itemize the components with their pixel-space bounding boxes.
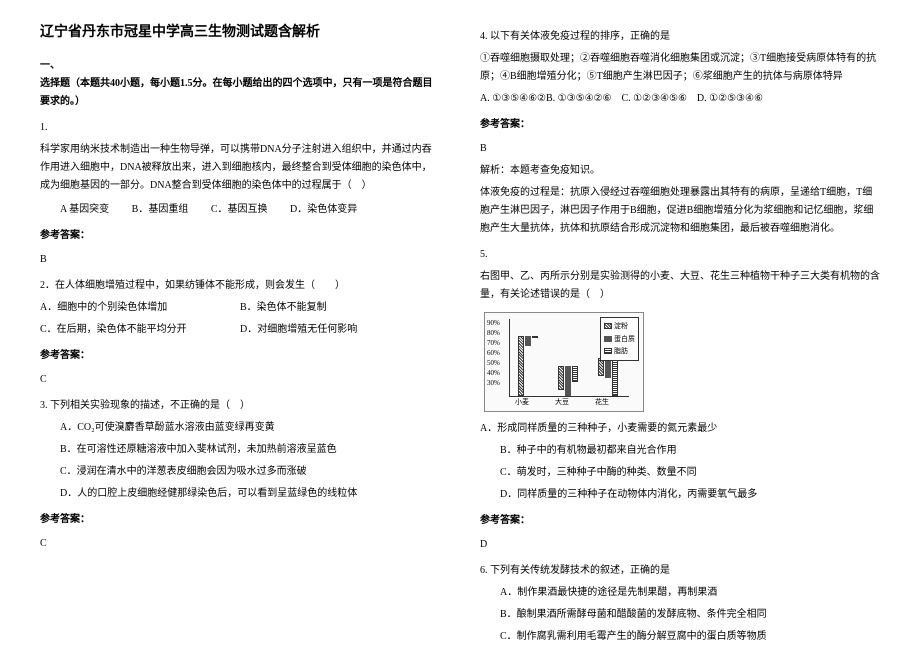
q3-opt-b: B．在可溶性还原糖溶液中加入斐林试剂，未加热前溶液呈蓝色 bbox=[60, 441, 440, 459]
chart-ylabel: 30% bbox=[487, 377, 500, 390]
q5-opt-b: B．种子中的有机物最初都来自光合作用 bbox=[500, 442, 880, 460]
q4-analysis-label: 解析：本题考查免疫知识。 bbox=[480, 162, 880, 180]
q2-opt-d: D．对细胞增殖无任何影响 bbox=[240, 321, 440, 339]
q4-answer: B bbox=[480, 140, 880, 158]
q2-opt-c: C．在后期，染色体不能平均分开 bbox=[40, 321, 240, 339]
q4-options: A. ①③⑤④⑥②B. ①③⑤④②⑥ C. ①②③④⑤⑥ D. ①②⑤③④⑥ bbox=[480, 90, 880, 108]
chart-xlabel: 花生 bbox=[595, 396, 609, 409]
section-instruction: 选择题（本题共40小题，每小题1.5分。在每小题给出的四个选项中，只有一项是符合… bbox=[40, 75, 440, 111]
q1-opt-c: C．基因互换 bbox=[211, 204, 268, 215]
q2-answer: C bbox=[40, 371, 440, 389]
q5-text: 右图甲、乙、丙所示分别是实验测得的小麦、大豆、花生三种植物干种子三大类有机物的含… bbox=[480, 268, 880, 304]
bar bbox=[525, 336, 531, 346]
q6-opt-c: C．制作腐乳需利用毛霉产生的酶分解豆腐中的蛋白质等物质 bbox=[500, 628, 880, 646]
legend-label: 蛋白质 bbox=[614, 333, 635, 346]
legend-label: 脂肪 bbox=[614, 345, 628, 358]
bar bbox=[565, 366, 571, 396]
q4-analysis: 体液免疫的过程是：抗原入侵经过吞噬细胞处理暴露出其特有的病原，呈递给T细胞，T细… bbox=[480, 184, 880, 238]
q4-text: 4. 以下有关体液免疫过程的排序，正确的是 bbox=[480, 28, 880, 46]
q5-number: 5. bbox=[480, 246, 880, 264]
q1-options: A 基因突变 B．基因重组 C．基因互换 D．染色体变异 bbox=[60, 201, 440, 219]
q6-opt-a: A．制作果酒最快捷的途径是先制果醋，再制果酒 bbox=[500, 584, 880, 602]
section-header: 一、 bbox=[40, 57, 440, 75]
page-title: 辽宁省丹东市冠星中学高三生物测试题含解析 bbox=[40, 20, 440, 45]
chart-legend: 淀粉 蛋白质 脂肪 bbox=[600, 317, 639, 361]
q5-opt-c: C．萌发时，三种种子中酶的种类、数量不同 bbox=[500, 464, 880, 482]
chart-xlabel: 小麦 bbox=[515, 396, 529, 409]
q1-text: 科学家用纳米技术制造出一种生物导弹，可以携带DNA分子注射进入组织中，并通过内吞… bbox=[40, 141, 440, 195]
q5-answer-label: 参考答案： bbox=[480, 512, 880, 530]
q4-text2: ①吞噬细胞摄取处理；②吞噬细胞吞噬消化细胞集团或沉淀；③T细胞接受病原体特有的抗… bbox=[480, 50, 880, 86]
q2-opt-b: B．染色体不能复制 bbox=[240, 299, 440, 317]
bar bbox=[558, 366, 564, 390]
q3-opt-d: D．人的口腔上皮细胞经健那绿染色后，可以看到呈蓝绿色的线粒体 bbox=[60, 485, 440, 503]
q3-opt-a: A．CO₂可使溴麝香草酚蓝水溶液由蓝变绿再变黄 bbox=[60, 419, 440, 437]
bar bbox=[518, 336, 524, 396]
bar bbox=[605, 358, 611, 378]
bar-group-peanut bbox=[598, 358, 618, 396]
q4-answer-label: 参考答案： bbox=[480, 116, 880, 134]
q3-opt-c: C．浸润在清水中的洋葱表皮细胞会因为吸水过多而涨破 bbox=[60, 463, 440, 481]
q3-text: 3. 下列相关实验现象的描述，不正确的是（ ） bbox=[40, 397, 440, 415]
q3-answer-label: 参考答案： bbox=[40, 511, 440, 529]
chart-xlabel: 大豆 bbox=[555, 396, 569, 409]
q5-chart: 90% 80% 70% 60% 50% 40% 30% 小麦 大豆 bbox=[484, 312, 644, 412]
q1-opt-a: A 基因突变 bbox=[60, 204, 109, 215]
q6-text: 6. 下列有关传统发酵技术的叙述，正确的是 bbox=[480, 562, 880, 580]
q1-opt-d: D．染色体变异 bbox=[290, 204, 357, 215]
q3-answer: C bbox=[40, 535, 440, 553]
bar bbox=[572, 366, 578, 382]
q2-answer-label: 参考答案： bbox=[40, 347, 440, 365]
q2-opt-a: A．细胞中的个别染色体增加 bbox=[40, 299, 240, 317]
legend-label: 淀粉 bbox=[614, 320, 628, 333]
q5-opt-a: A．形成同样质量的三种种子，小麦需要的氮元素最少 bbox=[480, 420, 880, 438]
q6-opt-b: B．酿制果酒所需酵母菌和醋酸菌的发酵底物、条件完全相同 bbox=[500, 606, 880, 624]
q5-opt-d: D．同样质量的三种种子在动物体内消化，丙需要氧气最多 bbox=[500, 486, 880, 504]
q1-opt-b: B．基因重组 bbox=[132, 204, 189, 215]
q5-answer: D bbox=[480, 536, 880, 554]
bar bbox=[532, 336, 538, 338]
bar bbox=[612, 358, 618, 396]
bar-group-soy bbox=[558, 366, 578, 396]
q1-number: 1. bbox=[40, 119, 440, 137]
q2-text: 2．在人体细胞增殖过程中，如果纺锤体不能形成，则会发生（ ） bbox=[40, 277, 440, 295]
q1-answer-label: 参考答案： bbox=[40, 227, 440, 245]
bar-group-wheat bbox=[518, 336, 538, 396]
q1-answer: B bbox=[40, 251, 440, 269]
